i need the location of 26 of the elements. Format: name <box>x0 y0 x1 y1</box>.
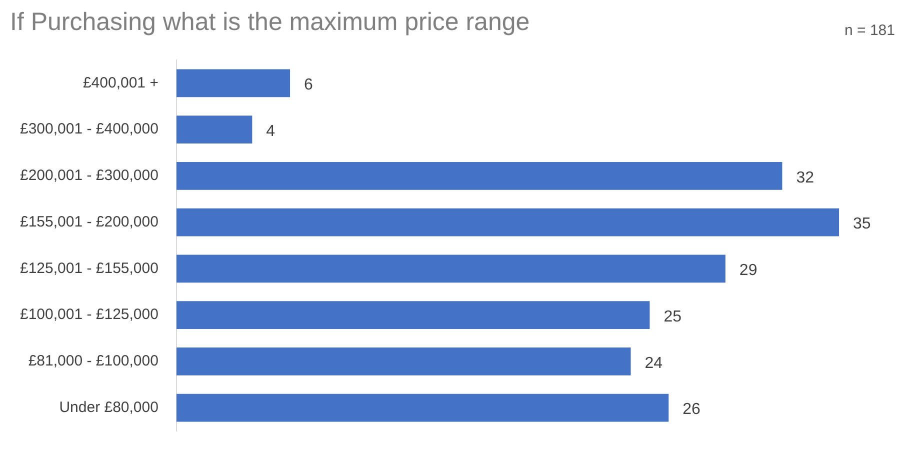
bar <box>176 301 650 329</box>
chart-title: If Purchasing what is the maximum price range <box>10 8 530 36</box>
bar <box>176 254 726 283</box>
y-tick-label: £400,001 + <box>82 74 159 92</box>
y-tick-label: £125,001 - £155,000 <box>20 260 158 277</box>
data-label: 26 <box>682 401 701 418</box>
data-label: 35 <box>853 216 871 233</box>
y-tick-label: Under £80,000 <box>59 398 158 416</box>
y-tick-label: £81,000 - £100,000 <box>28 352 158 370</box>
data-label: 4 <box>266 122 276 140</box>
bar <box>176 394 669 422</box>
y-tick-label: £100,001 - £125,000 <box>20 306 158 324</box>
y-tick-label: £300,001 - £400,000 <box>20 120 158 138</box>
bar <box>176 208 839 236</box>
y-tick-label: £155,001 - £200,000 <box>20 213 158 230</box>
data-label: 29 <box>739 262 758 280</box>
bar <box>176 348 631 376</box>
bar <box>176 116 252 144</box>
data-label: 24 <box>644 354 663 372</box>
text: n = 181 <box>844 22 895 39</box>
y-tick-label: £200,001 - £300,000 <box>20 167 158 184</box>
data-label: 6 <box>304 76 314 94</box>
data-label: 32 <box>796 169 814 186</box>
bar <box>176 162 782 190</box>
data-label: 25 <box>664 308 682 326</box>
bar <box>176 69 290 98</box>
